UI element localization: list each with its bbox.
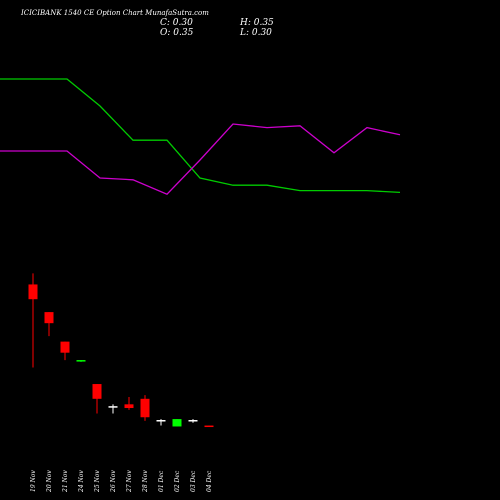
chart-title: ICICIBANK 1540 CE Option Chart MunafaSut… xyxy=(21,9,209,17)
x-tick-label: 01 Dec xyxy=(158,470,165,492)
indicator-line-2 xyxy=(0,123,401,195)
candle-body-8 xyxy=(140,398,150,418)
candle-body-11 xyxy=(188,420,198,422)
close-value: C: 0.30 xyxy=(160,18,193,28)
candle-body-6 xyxy=(108,406,118,408)
x-tick-label: 04 Dec xyxy=(206,470,213,492)
x-tick-label: 27 Nov xyxy=(126,470,133,493)
open-value: O: 0.35 xyxy=(160,28,194,38)
x-tick-label: 24 Nov xyxy=(78,470,85,493)
candle-body-5 xyxy=(92,384,102,399)
x-tick-label: 21 Nov xyxy=(62,470,69,493)
x-tick-label: 20 Nov xyxy=(46,470,53,493)
candle-body-9 xyxy=(156,420,166,422)
indicator-line-1 xyxy=(0,78,401,194)
candle-body-12 xyxy=(204,425,214,428)
x-tick-label: 03 Dec xyxy=(190,470,197,492)
x-tick-label: 19 Nov xyxy=(30,470,37,492)
high-value: H: 0.35 xyxy=(240,18,274,28)
candle-body-7 xyxy=(124,404,134,409)
x-tick-label: 26 Nov xyxy=(110,470,117,493)
candle-body-4 xyxy=(76,360,86,362)
x-tick-label: 25 Nov xyxy=(94,470,101,493)
candle-body-3 xyxy=(60,341,70,353)
candle-body-10 xyxy=(172,419,182,427)
x-tick-label: 02 Dec xyxy=(174,470,181,492)
candle-body-1 xyxy=(28,284,38,300)
low-value: L: 0.30 xyxy=(240,28,272,38)
candle-body-2 xyxy=(44,312,54,324)
x-tick-label: 28 Nov xyxy=(142,470,149,493)
